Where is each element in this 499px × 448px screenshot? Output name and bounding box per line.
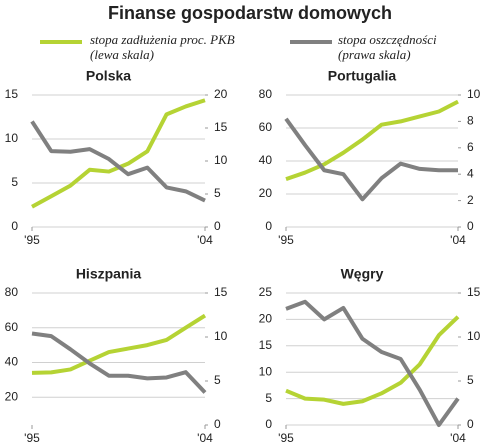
y-tick-label: 15	[5, 87, 19, 101]
y-tick-label: 0	[265, 417, 272, 431]
series-line	[285, 315, 460, 406]
subplot-title: Polska	[86, 68, 131, 84]
y2-tick-label: 0	[214, 219, 221, 233]
x-tick-label: '04	[197, 233, 213, 247]
y2-tick-label: 6	[467, 140, 474, 154]
legend-note: (lewa skala)	[90, 47, 154, 62]
y-tick-label: 20	[259, 312, 273, 326]
series-line	[285, 99, 459, 182]
y2-tick-label: 15	[214, 120, 228, 134]
y2-tick-label: 8	[467, 114, 474, 128]
y-tick-label: 60	[259, 120, 273, 134]
x-tick-label: '95	[24, 431, 40, 445]
y2-tick-label: 10	[467, 329, 481, 343]
y-tick-label: 10	[259, 364, 273, 378]
y2-tick-label: 10	[467, 87, 481, 101]
y-tick-label: 80	[5, 285, 19, 299]
subplot-title: Hiszpania	[76, 266, 142, 282]
y-tick-label: 20	[259, 186, 273, 200]
y2-tick-label: 10	[214, 153, 228, 167]
x-tick-label: '95	[24, 233, 40, 247]
y2-tick-label: 15	[214, 285, 228, 299]
y-tick-label: 15	[259, 338, 273, 352]
y-tick-label: 40	[259, 153, 273, 167]
y-tick-label: 0	[11, 219, 18, 233]
x-tick-label: '95	[278, 431, 294, 445]
y-tick-label: 80	[259, 87, 273, 101]
y2-tick-label: 5	[214, 373, 221, 387]
series-line	[31, 313, 207, 375]
series-line	[30, 120, 206, 203]
y2-tick-label: 10	[214, 329, 228, 343]
y-tick-label: 10	[5, 131, 19, 145]
x-tick-label: '95	[278, 233, 294, 247]
y2-tick-label: 20	[214, 87, 228, 101]
legend-note: (prawa skala)	[338, 47, 411, 62]
subplot-title: Węgry	[341, 266, 384, 282]
y-tick-label: 5	[11, 175, 18, 189]
y-tick-label: 60	[5, 320, 19, 334]
y-tick-label: 40	[5, 355, 19, 369]
y2-tick-label: 5	[214, 186, 221, 200]
y2-tick-label: 15	[467, 285, 481, 299]
series-line	[285, 299, 460, 427]
y2-tick-label: 0	[467, 219, 474, 233]
y-tick-label: 0	[265, 219, 272, 233]
legend-label: stopa oszczędności	[338, 32, 437, 47]
x-tick-label: '04	[450, 431, 466, 445]
y2-tick-label: 0	[467, 417, 474, 431]
chart-title: Finanse gospodarstw domowych	[108, 3, 392, 23]
series-line	[31, 331, 207, 394]
x-tick-label: '04	[450, 233, 466, 247]
y-tick-label: 5	[265, 391, 272, 405]
legend-label: stopa zadłużenia proc. PKB	[90, 32, 235, 47]
subplot-title: Portugalia	[328, 68, 397, 84]
y2-tick-label: 4	[467, 166, 474, 180]
series-line	[284, 117, 458, 202]
y2-tick-label: 0	[214, 417, 221, 431]
y-tick-label: 25	[259, 285, 273, 299]
x-tick-label: '04	[197, 431, 213, 445]
y2-tick-label: 2	[467, 193, 474, 207]
y2-tick-label: 5	[467, 373, 474, 387]
y-tick-label: 20	[5, 389, 19, 403]
